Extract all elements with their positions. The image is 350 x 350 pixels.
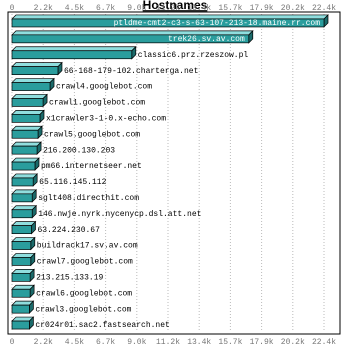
bar-label: pm66.internetseer.net xyxy=(41,162,142,171)
bar-label: crawl7.googlebot.com xyxy=(37,258,133,267)
x-tick-label: 0 xyxy=(10,338,15,347)
x-tick-label: 13.4k xyxy=(187,4,211,13)
bar-label: 65.116.145.112 xyxy=(39,178,106,187)
bar xyxy=(11,304,30,314)
bar-label: crawl5.googlebot.com xyxy=(44,130,140,139)
bar-label: sglt408.directhit.com xyxy=(38,194,139,203)
bar-label: 216.200.130.203 xyxy=(43,146,115,155)
bar-label: 63.224.230.67 xyxy=(38,226,101,235)
bar-label: ptldme-cmt2-c3-s-63-107-213-18.maine.rr.… xyxy=(114,19,321,28)
bar xyxy=(11,145,38,155)
x-tick-label: 2.2k xyxy=(34,338,53,347)
bar xyxy=(11,161,36,171)
bar-label: crawl1.googlebot.com xyxy=(49,99,145,108)
bar-label: 66-168-179-102.charterga.net xyxy=(64,67,198,76)
x-tick-label: 11.2k xyxy=(156,338,180,347)
x-tick-label: 17.9k xyxy=(250,338,274,347)
bar xyxy=(11,50,133,60)
bar-label: cr024r01.sac2.fastsearch.net xyxy=(35,321,169,330)
bar xyxy=(11,288,31,298)
bar xyxy=(11,129,39,139)
x-tick-label: 17.9k xyxy=(250,4,274,13)
x-tick-label: 20.2k xyxy=(281,4,305,13)
x-tick-label: 20.2k xyxy=(281,338,305,347)
bar xyxy=(11,225,32,234)
bar-label: trek26.sv.av.com xyxy=(168,35,245,44)
bar xyxy=(11,273,31,282)
bar-label: classic6.prz.rzeszow.pl xyxy=(138,51,249,60)
bar xyxy=(11,241,32,250)
bar xyxy=(11,177,34,187)
x-tick-label: 13.4k xyxy=(187,338,211,347)
plot-frame xyxy=(7,11,341,335)
bar xyxy=(11,18,325,28)
bar-top xyxy=(11,109,45,115)
bar-label: crawl4.googlebot.com xyxy=(56,83,152,92)
x-tick-label: 0 xyxy=(10,4,15,13)
x-tick-label: 11.2k xyxy=(156,4,180,13)
bar-top xyxy=(11,141,42,147)
bar xyxy=(11,34,250,44)
x-tick-label: 6.7k xyxy=(96,4,115,13)
x-tick-label: 9.0k xyxy=(127,4,146,13)
bar xyxy=(11,113,41,123)
bar-label: x1crawler3-1-0.x-echo.com xyxy=(46,114,166,123)
bar-label: 146.nwje.nyrk.nycenycp.dsl.att.net xyxy=(38,210,201,219)
bar xyxy=(11,320,30,330)
x-tick-label: 2.2k xyxy=(34,4,53,13)
bar xyxy=(11,66,59,76)
bar-top xyxy=(11,46,137,52)
bar-top xyxy=(11,62,63,68)
bar xyxy=(11,82,51,91)
x-tick-label: 15.7k xyxy=(218,4,242,13)
bar xyxy=(11,209,33,219)
x-tick-label: 6.7k xyxy=(96,338,115,347)
bar-label: crawl3.googlebot.com xyxy=(35,305,131,314)
x-tick-label: 9.0k xyxy=(127,338,146,347)
bar-label: 213.215.133.19 xyxy=(36,273,103,282)
bar-top xyxy=(11,94,48,99)
bar xyxy=(11,257,32,266)
bar-label: buildrack17.sv.av.com xyxy=(37,242,138,251)
bar-label: crawl6.googlebot.com xyxy=(36,289,132,298)
x-tick-label: 4.5k xyxy=(65,4,84,13)
x-tick-label: 22.4k xyxy=(312,4,336,13)
bar-top xyxy=(11,157,40,163)
bar xyxy=(11,193,33,203)
bar-top xyxy=(11,78,55,83)
x-tick-label: 4.5k xyxy=(65,338,84,347)
x-tick-label: 15.7k xyxy=(218,338,242,347)
x-tick-label: 22.4k xyxy=(312,338,336,347)
bar xyxy=(11,98,44,107)
bar-top xyxy=(11,125,43,131)
chart-title: Hostnames xyxy=(143,0,208,12)
